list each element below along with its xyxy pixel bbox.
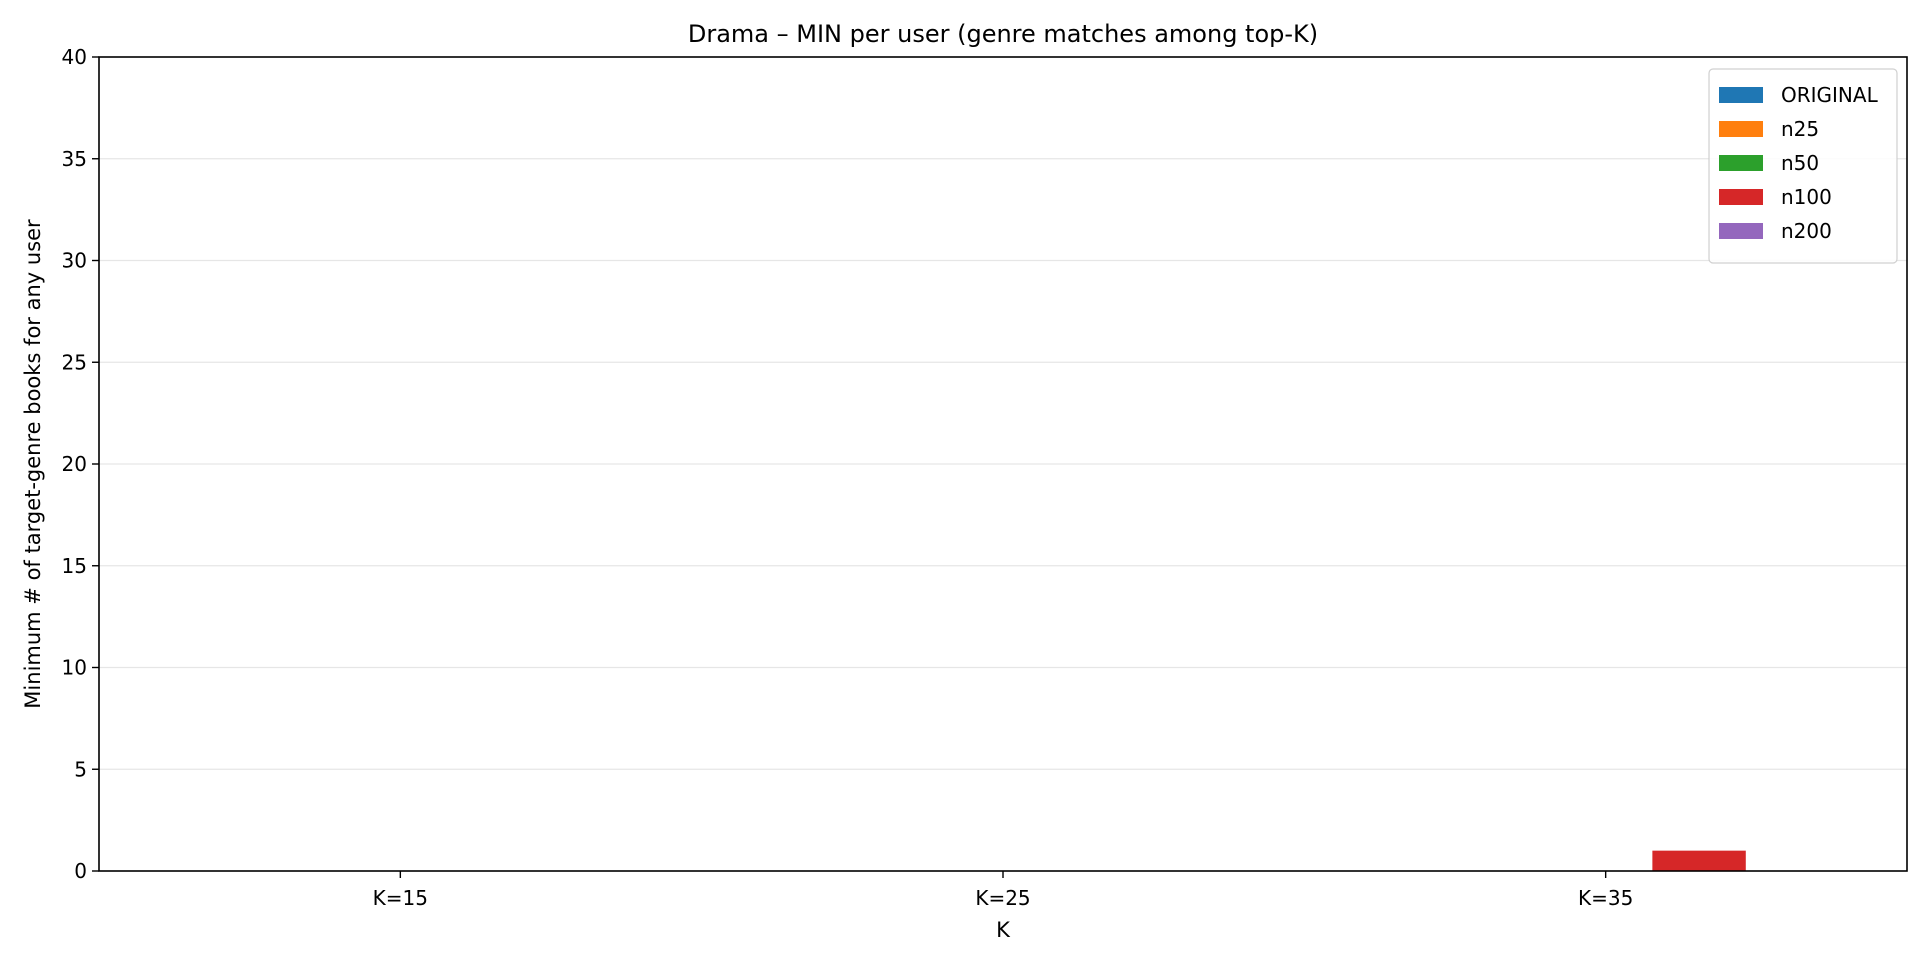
legend-swatch-n25 (1719, 121, 1763, 137)
x-axis-label: K (996, 918, 1011, 942)
legend-label-n25: n25 (1781, 117, 1819, 141)
x-tick-label: K=15 (373, 886, 428, 910)
x-tick-label: K=25 (975, 886, 1030, 910)
y-tick-label: 40 (62, 45, 87, 69)
legend-swatch-ORIGINAL (1719, 87, 1763, 103)
y-tick-label: 25 (62, 350, 87, 374)
y-tick-label: 30 (62, 249, 87, 273)
chart-title: Drama – MIN per user (genre matches amon… (688, 20, 1318, 48)
y-axis-label: Minimum # of target-genre books for any … (21, 219, 45, 709)
legend-swatch-n50 (1719, 155, 1763, 171)
grid (99, 56, 1907, 770)
bars (1652, 850, 1746, 871)
legend-label-n100: n100 (1781, 185, 1832, 209)
y-tick-label: 35 (62, 147, 87, 171)
legend-label-n200: n200 (1781, 219, 1832, 243)
y-tick-label: 0 (74, 859, 87, 883)
x-tick-label: K=35 (1578, 886, 1633, 910)
y-tick-label: 10 (62, 656, 87, 680)
legend-label-n50: n50 (1781, 151, 1819, 175)
y-tick-label: 15 (62, 554, 87, 578)
x-axis: K=15 K=25 K=35 (373, 871, 1633, 910)
legend-swatch-n200 (1719, 223, 1763, 239)
y-tick-label: 5 (74, 757, 87, 781)
legend-label-ORIGINAL: ORIGINAL (1781, 83, 1879, 107)
y-tick-label: 20 (62, 452, 87, 476)
legend-frame (1708, 68, 1898, 264)
bar-n100-K=35 (1652, 850, 1746, 871)
legend: ORIGINAL n25 n50 n100 n200 (1708, 68, 1898, 264)
y-axis: 0 5 10 15 20 25 30 35 40 (62, 45, 99, 883)
legend-swatch-n100 (1719, 189, 1763, 205)
